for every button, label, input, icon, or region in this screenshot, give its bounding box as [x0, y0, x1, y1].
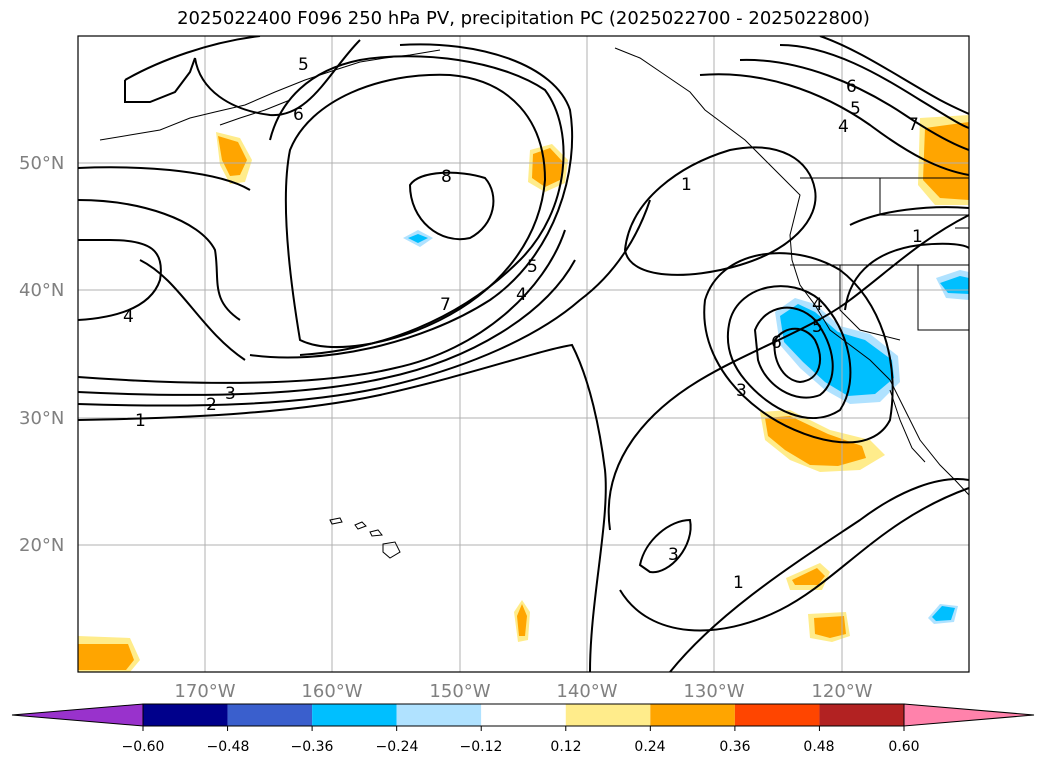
colorbar-tick: 0.36: [719, 739, 750, 755]
colorbar-extend-high: [903, 703, 1035, 727]
contour-label: 1: [733, 573, 744, 593]
colorbar-segment: [481, 704, 566, 726]
lon-label-170w: 170°W: [174, 681, 235, 702]
contour-labels: 5 6 8 7 5 4 4 3 2 1 1 4 5 6 3 3 1 6 4 5 …: [123, 55, 923, 593]
lat-axis: 20°N 30°N 40°N 50°N: [19, 153, 64, 556]
contour-label: 3: [668, 545, 679, 565]
contour-label: 3: [736, 381, 747, 401]
contour-label: 6: [293, 105, 304, 125]
contour-label: 6: [771, 333, 782, 353]
colorbar-tick: 0.12: [550, 739, 581, 755]
colorbar-segment: [143, 704, 228, 726]
colorbar-tick: −0.24: [376, 739, 419, 755]
colorbar-segment: [396, 704, 482, 726]
contour-label: 7: [440, 295, 451, 315]
map-frame: [77, 35, 970, 673]
colorbar-segment: [312, 704, 397, 726]
colorbar-tick: −0.36: [291, 739, 334, 755]
lon-label-140w: 140°W: [556, 681, 617, 702]
lat-label-30n: 30°N: [19, 408, 64, 429]
map-title: 2025022400 F096 250 hPa PV, precipitatio…: [177, 8, 870, 29]
lon-label-120w: 120°W: [811, 681, 872, 702]
colorbar-segment: [734, 704, 820, 726]
contour-label: 4: [812, 295, 823, 315]
colorbar-outline: [142, 703, 905, 727]
contour-label: 2: [206, 395, 217, 415]
lon-axis: 170°W 160°W 150°W 140°W 130°W 120°W: [174, 681, 872, 702]
contour-label: 6: [846, 77, 857, 97]
colorbar-segment: [565, 704, 651, 726]
coastlines: [99, 47, 969, 559]
contour-label: 5: [812, 317, 823, 337]
colorbar-segment: [227, 704, 313, 726]
lat-label-20n: 20°N: [19, 535, 64, 556]
pv-contours: [78, 36, 969, 672]
contour-label: 1: [912, 227, 923, 247]
colorbar-ticks: −0.60 −0.48 −0.36 −0.24 −0.12 0.12 0.24 …: [122, 739, 920, 755]
colorbar-segment: [650, 704, 735, 726]
contour-label: 7: [908, 115, 919, 135]
contour-label: 5: [527, 257, 538, 277]
colorbar-tick: −0.60: [122, 739, 165, 755]
colorbar-tick: −0.48: [207, 739, 250, 755]
colorbar-segment: [819, 704, 904, 726]
lat-label-40n: 40°N: [19, 280, 64, 301]
colorbar-tick: 0.60: [888, 739, 919, 755]
colorbar: [11, 703, 1035, 731]
contour-label: 5: [298, 55, 309, 75]
colorbar-extend-low: [11, 703, 144, 727]
contour-label: 5: [850, 99, 861, 119]
lon-label-150w: 150°W: [429, 681, 490, 702]
colorbar-tick: 0.24: [634, 739, 665, 755]
contour-label: 1: [135, 411, 146, 431]
contour-label: 3: [225, 384, 236, 404]
lon-label-160w: 160°W: [301, 681, 362, 702]
contour-label: 4: [516, 285, 527, 305]
lat-label-50n: 50°N: [19, 153, 64, 174]
contour-label: 4: [838, 117, 849, 137]
contour-label: 8: [441, 167, 452, 187]
lon-label-130w: 130°W: [683, 681, 744, 702]
colorbar-tick: 0.48: [803, 739, 834, 755]
precip-negative-areas: [403, 230, 969, 624]
contour-label: 4: [123, 307, 134, 327]
colorbar-tick: −0.12: [460, 739, 503, 755]
contour-label: 1: [681, 175, 692, 195]
